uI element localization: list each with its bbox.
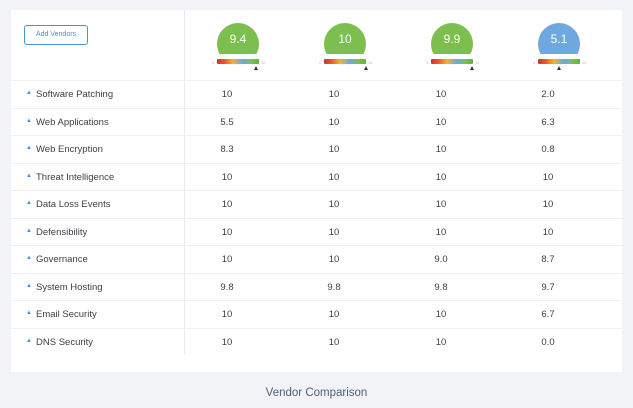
category-label: System Hosting <box>36 281 103 293</box>
category-label: Defensibility <box>36 226 88 238</box>
chevron-up-icon[interactable]: ▲ <box>26 172 32 179</box>
chevron-up-icon[interactable]: ▲ <box>26 145 32 151</box>
score-cell: 9.0 <box>434 254 448 265</box>
score-cell: 10 <box>542 199 554 210</box>
score-cell: 10 <box>328 199 340 210</box>
table-row[interactable]: ▲ Email Security 10 10 10 6.7 <box>11 300 622 328</box>
category-label: Threat Intelligence <box>36 171 115 183</box>
score-cell: 10 <box>328 144 340 155</box>
score-cell: 10 <box>542 171 554 183</box>
scale-min-label: 0 <box>212 60 215 65</box>
scale-max-label: 10 <box>261 60 266 65</box>
score-cell: 10 <box>542 226 554 238</box>
score-cell: 10 <box>328 89 340 100</box>
score-scale-bar <box>538 59 580 64</box>
score-scale-bar <box>217 59 259 64</box>
score-cell: 10 <box>328 254 340 265</box>
scale-max-label: 10 <box>475 60 480 65</box>
score-cell: 10 <box>435 116 447 128</box>
score-cell: 10 <box>435 226 447 238</box>
score-cell: 2.0 <box>541 89 555 100</box>
scale-min-label: 0 <box>319 60 322 65</box>
scale-min-label: 0 <box>533 60 536 65</box>
score-cell: 10 <box>221 226 233 238</box>
score-cell: 0.8 <box>541 144 555 155</box>
score-cell: 10 <box>328 336 340 348</box>
category-label: DNS Security <box>36 336 94 348</box>
chevron-up-icon[interactable]: ▲ <box>26 337 32 344</box>
score-cell: 10 <box>328 226 340 238</box>
chevron-up-icon[interactable]: ▲ <box>26 255 32 261</box>
vendor-header-1: 9.4 0 10 <box>193 23 283 78</box>
vendor-score-value: 10 <box>338 32 352 46</box>
score-marker-icon <box>253 66 258 70</box>
scale-min-label: 0 <box>426 60 429 65</box>
score-cell: 6.7 <box>541 309 555 320</box>
score-cell: 9.8 <box>434 281 448 293</box>
score-cell: 10 <box>221 171 233 183</box>
score-cell: 10 <box>435 144 447 155</box>
vendor-score-value: 5.1 <box>550 32 568 46</box>
score-cell: 10 <box>328 309 340 320</box>
chevron-up-icon[interactable]: ▲ <box>26 117 32 124</box>
vendor-header-4: 5.1 0 10 <box>514 23 604 78</box>
category-label: Software Patching <box>36 89 114 100</box>
score-cell: 8.7 <box>541 254 555 265</box>
table-row[interactable]: ▲ Defensibility 10 10 10 10 <box>11 217 622 246</box>
table-row[interactable]: ▲ Web Applications 5.5 10 10 6.3 <box>11 107 622 136</box>
vendor-comparison-card: Add Vendors 9.4 0 10 10 0 10 9.9 0 10 5.1 0 10 ▲ Sof… <box>11 10 622 372</box>
score-cell: 10 <box>221 254 233 265</box>
score-cell: 9.7 <box>541 281 555 293</box>
vendor-header-3: 9.9 0 10 <box>407 23 497 78</box>
score-marker-icon <box>556 66 561 70</box>
score-cell: 5.5 <box>220 116 234 128</box>
score-cell: 10 <box>328 116 340 128</box>
score-cell: 10 <box>435 336 447 348</box>
score-cell: 10 <box>435 89 447 100</box>
score-scale-bar <box>324 59 366 64</box>
category-label: Web Encryption <box>36 144 103 155</box>
table-row[interactable]: ▲ DNS Security 10 10 10 0.0 <box>11 327 622 356</box>
chevron-up-icon[interactable]: ▲ <box>26 90 32 96</box>
score-cell: 10 <box>221 309 233 320</box>
category-label: Governance <box>36 254 88 265</box>
score-cell: 9.8 <box>220 281 234 293</box>
category-label: Data Loss Events <box>36 199 111 210</box>
scale-max-label: 10 <box>368 60 373 65</box>
column-divider <box>184 10 185 355</box>
score-cell: 0.0 <box>541 336 555 348</box>
category-label: Web Applications <box>36 116 109 128</box>
chevron-up-icon[interactable]: ▲ <box>26 282 32 289</box>
score-cell: 6.3 <box>541 116 555 128</box>
category-label: Email Security <box>36 309 97 320</box>
score-marker-icon <box>470 66 475 70</box>
score-scale-bar <box>431 59 473 64</box>
score-cell: 10 <box>435 309 447 320</box>
score-cell: 9.8 <box>327 281 341 293</box>
score-cell: 10 <box>221 336 233 348</box>
table-row[interactable]: ▲ Web Encryption 8.3 10 10 0.8 <box>11 135 622 163</box>
table-row[interactable]: ▲ System Hosting 9.8 9.8 9.8 9.7 <box>11 272 622 301</box>
score-cell: 10 <box>328 171 340 183</box>
page-title: Vendor Comparison <box>265 387 368 399</box>
chevron-up-icon[interactable]: ▲ <box>26 310 32 316</box>
category-table: ▲ Software Patching 10 10 10 2.0 ▲ Web Applicat… <box>11 80 622 355</box>
score-cell: 8.3 <box>220 144 234 155</box>
vendor-score-value: 9.4 <box>229 32 247 46</box>
score-cell: 10 <box>221 199 233 210</box>
score-cell: 10 <box>435 199 447 210</box>
table-row[interactable]: ▲ Data Loss Events 10 10 10 10 <box>11 190 622 218</box>
vendor-score-value: 9.9 <box>443 32 461 46</box>
vendor-header-2: 10 0 10 <box>300 23 390 78</box>
score-cell: 10 <box>221 89 233 100</box>
add-vendors-button[interactable]: Add Vendors <box>24 25 88 45</box>
table-row[interactable]: ▲ Software Patching 10 10 10 2.0 <box>11 80 622 108</box>
score-cell: 10 <box>435 171 447 183</box>
chevron-up-icon[interactable]: ▲ <box>26 200 32 206</box>
score-marker-icon <box>363 66 368 70</box>
table-row[interactable]: ▲ Threat Intelligence 10 10 10 10 <box>11 162 622 191</box>
scale-max-label: 10 <box>582 60 587 65</box>
chevron-up-icon[interactable]: ▲ <box>26 227 32 234</box>
table-row[interactable]: ▲ Governance 10 10 9.0 8.7 <box>11 245 622 273</box>
